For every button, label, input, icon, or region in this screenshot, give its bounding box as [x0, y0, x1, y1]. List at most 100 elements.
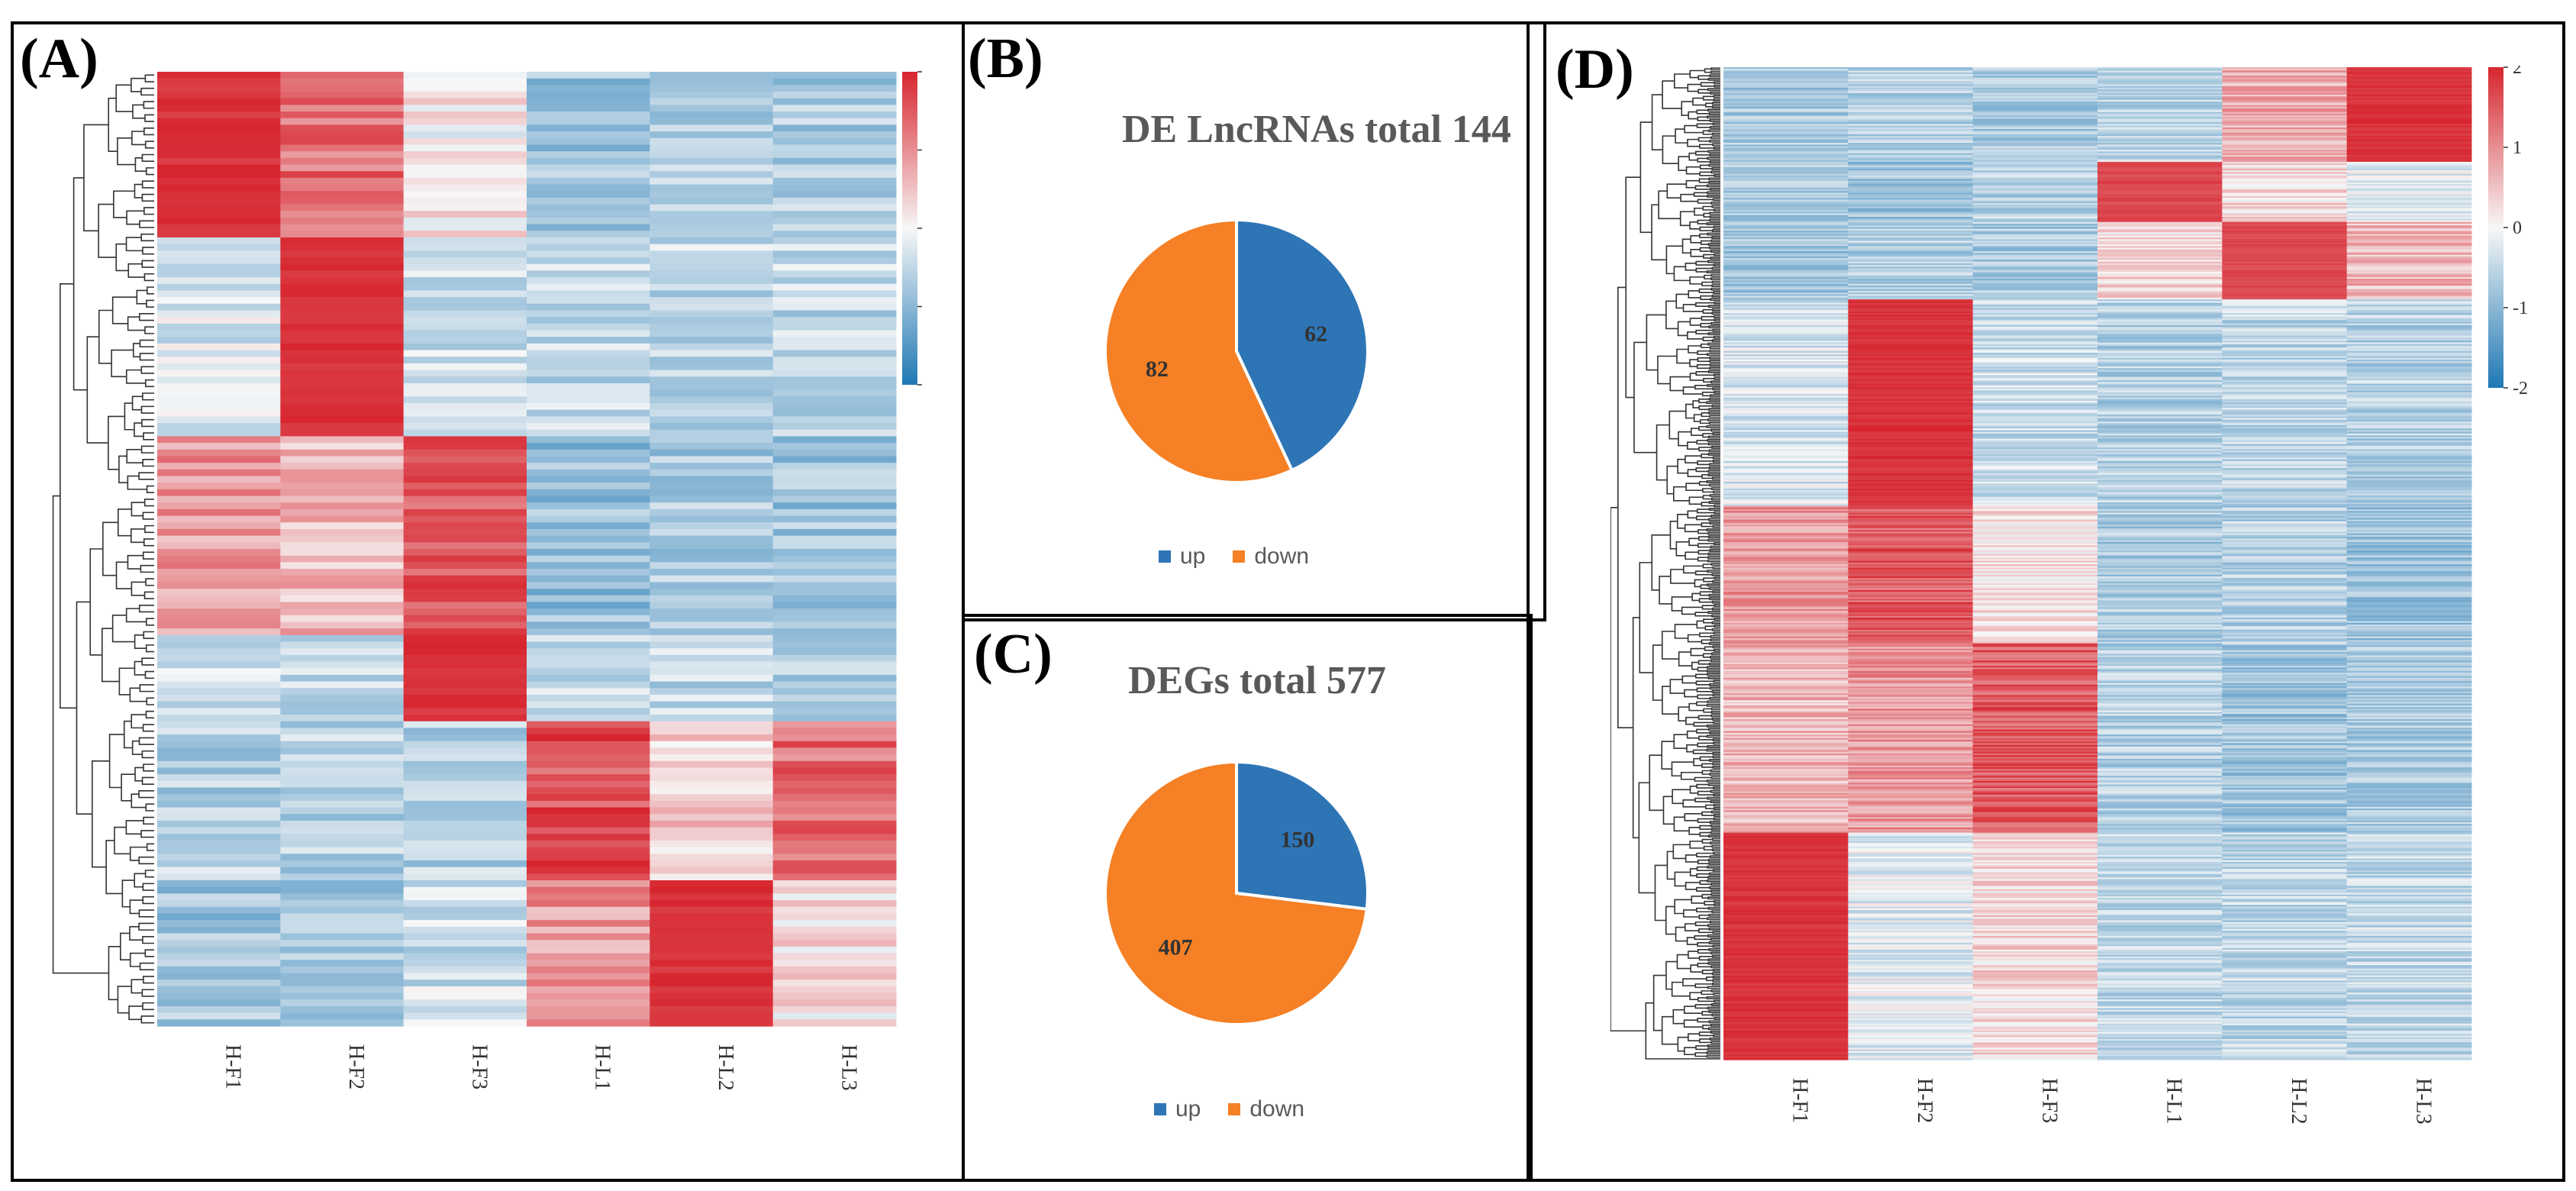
- heatmap-cell: [1972, 356, 2098, 359]
- heatmap-cell: [527, 701, 650, 708]
- heatmap-cell: [2346, 151, 2472, 154]
- heatmap-cell: [1723, 231, 1849, 233]
- heatmap-cell: [1972, 166, 2098, 169]
- heatmap-cell: [2097, 843, 2223, 845]
- heatmap-cell: [2346, 891, 2472, 894]
- heatmap-cell: [157, 628, 281, 636]
- heatmap-cell: [1848, 247, 1974, 250]
- heatmap-cell: [2097, 344, 2223, 347]
- heatmap-cell: [1972, 160, 2098, 163]
- heatmap-cell: [157, 986, 281, 994]
- heatmap-cell: [1723, 843, 1849, 845]
- heatmap-cell: [2222, 172, 2348, 175]
- heatmap-cell: [772, 661, 897, 669]
- heatmap-cell: [527, 694, 650, 702]
- heatmap-cell: [2097, 571, 2223, 573]
- heatmap-cell: [2346, 809, 2472, 811]
- heatmap-cell: [1723, 884, 1849, 887]
- heatmap-cell: [1972, 81, 2098, 83]
- dendrogram-branch: [141, 260, 154, 268]
- dendrogram-branch: [143, 816, 154, 825]
- heatmap-cell: [2222, 408, 2348, 410]
- heatmap-cell: [1848, 199, 1974, 202]
- dendrogram-branch: [131, 714, 147, 729]
- heatmap-cell: [2346, 753, 2472, 756]
- heatmap-cell: [1848, 463, 1974, 466]
- heatmap-cell: [1723, 512, 1849, 515]
- heatmap-cell: [2097, 258, 2223, 260]
- heatmap-cell: [1848, 308, 1974, 311]
- heatmap-cell: [1723, 994, 1849, 997]
- heatmap-cell: [1848, 497, 1974, 500]
- heatmap-cell: [2346, 179, 2472, 182]
- heatmap-cell: [1848, 614, 1974, 617]
- heatmap-cell: [2346, 889, 2472, 892]
- heatmap-cell: [1723, 110, 1849, 113]
- heatmap-cell: [650, 297, 774, 305]
- heatmap-cell: [1848, 1008, 1974, 1011]
- heatmap-cell: [1848, 548, 1974, 551]
- heatmap-cell: [1723, 593, 1849, 596]
- heatmap-cell: [1972, 124, 2098, 127]
- heatmap-cell: [1972, 983, 2098, 986]
- heatmap-cell: [1723, 631, 1849, 634]
- heatmap-cell: [650, 893, 774, 901]
- heatmap-cell: [1972, 544, 2098, 546]
- heatmap-cell: [403, 443, 527, 450]
- heatmap-cell: [2222, 368, 2348, 371]
- heatmap-cell: [1848, 986, 1974, 988]
- heatmap-cell: [2222, 437, 2348, 440]
- heatmap-cell: [2097, 1049, 2223, 1052]
- dendrogram-branch: [1706, 184, 1720, 188]
- heatmap-cell: [2346, 353, 2472, 355]
- heatmap-cell: [2097, 983, 2223, 986]
- dendrogram-branch: [143, 207, 154, 215]
- heatmap-cell: [1723, 908, 1849, 911]
- heatmap-cell: [1972, 645, 2098, 647]
- heatmap-cell: [1848, 951, 1974, 954]
- heatmap-cell: [2346, 913, 2472, 916]
- dendrogram-branch: [1692, 749, 1714, 754]
- heatmap-cell: [2346, 511, 2472, 514]
- dendrogram-branch: [1707, 583, 1720, 587]
- heatmap-cell: [1972, 202, 2098, 205]
- heatmap-cell: [1972, 320, 2098, 323]
- heatmap-cell: [1723, 354, 1849, 357]
- heatmap-cell: [1848, 1041, 1974, 1044]
- heatmap-cell: [2222, 702, 2348, 705]
- dendrogram-branch: [1712, 944, 1720, 948]
- heatmap-cell: [2222, 337, 2348, 340]
- heatmap-cell: [2222, 313, 2348, 316]
- heatmap-cell: [157, 814, 281, 821]
- heatmap-cell: [1723, 666, 1849, 668]
- heatmap-cell: [2222, 832, 2348, 835]
- heatmap-cell: [772, 1012, 897, 1020]
- heatmap-cell: [1972, 960, 2098, 963]
- heatmap-cell: [157, 654, 281, 663]
- heatmap-cell: [650, 317, 774, 324]
- heatmap-cell: [1723, 170, 1849, 173]
- heatmap-cell: [1972, 389, 2098, 392]
- heatmap-cell: [1723, 683, 1849, 686]
- heatmap-cell: [2346, 696, 2472, 699]
- heatmap-cell: [157, 310, 281, 318]
- heatmap-cell: [157, 535, 281, 543]
- dendrogram-branch: [1713, 741, 1720, 745]
- heatmap-cell: [2222, 963, 2348, 966]
- heatmap-cell: [772, 880, 897, 888]
- heatmap-cell: [1723, 608, 1849, 612]
- heatmap-cell: [2222, 102, 2348, 104]
- heatmap-cell: [1972, 108, 2098, 111]
- heatmap-cell: [1972, 198, 2098, 201]
- heatmap-cell: [157, 376, 281, 384]
- heatmap-cell: [2346, 534, 2472, 537]
- heatmap-cell: [1723, 105, 1849, 108]
- dendrogram-branch: [1702, 336, 1714, 342]
- heatmap-cell: [2346, 634, 2472, 637]
- heatmap-cell: [1972, 289, 2098, 292]
- heatmap-cell: [1848, 603, 1974, 606]
- heatmap-cell: [650, 767, 774, 775]
- heatmap-cell: [2346, 844, 2472, 847]
- heatmap-cell: [1723, 163, 1849, 166]
- heatmap-cell: [2222, 350, 2348, 353]
